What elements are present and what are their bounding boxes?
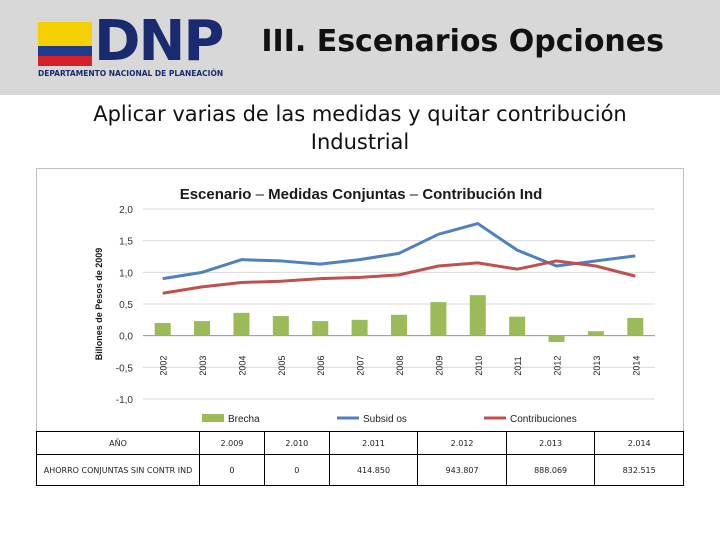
legend-swatch-brecha: [202, 414, 224, 422]
chart-title: Escenario – Medidas Conjuntas – Contribu…: [180, 186, 543, 203]
legend-label: Contribuciones: [510, 414, 577, 425]
bar-brecha-2014: [627, 317, 644, 336]
y-tick-label: -0,5: [116, 363, 134, 374]
x-tick-label: 2003: [198, 356, 208, 376]
bar-brecha-2012: [548, 335, 565, 342]
table-year-cell: 2.009: [199, 431, 265, 455]
table-row: AHORRO CONJUNTAS SIN CONTR IND 0 0 414.8…: [36, 454, 684, 486]
bar-brecha-2013: [587, 331, 604, 336]
y-tick-label: 2,0: [119, 205, 133, 216]
header-bar: DNP DEPARTAMENTO NACIONAL DE PLANEACIÓN …: [0, 0, 720, 95]
y-tick-label: 0,0: [119, 332, 133, 343]
x-tick-label: 2005: [277, 356, 287, 376]
subtitle-line-2: Industrial: [310, 130, 410, 154]
y-tick-label: 1,5: [119, 237, 133, 248]
table-value-cell: 943.807: [417, 454, 507, 486]
x-tick-label: 2011: [513, 356, 523, 375]
bar-brecha-2005: [272, 316, 289, 336]
bar-brecha-2006: [312, 321, 329, 336]
x-tick-label: 2004: [237, 356, 247, 376]
colombia-flag-icon: [38, 22, 92, 66]
y-tick-label: 0,5: [119, 300, 133, 311]
bar-brecha-2007: [351, 319, 368, 336]
bar-brecha-2011: [509, 316, 526, 336]
x-tick-label: 2008: [395, 356, 405, 376]
table-value-cell: 888.069: [505, 454, 596, 486]
table-year-cell: 2.012: [417, 431, 507, 455]
bar-brecha-2008: [391, 314, 407, 336]
savings-table: AÑO 2.009 2.010 2.011 2.012 2.013 2.014 …: [36, 431, 684, 486]
y-tick-label: -1,0: [116, 395, 134, 406]
x-tick-label: 2012: [553, 356, 563, 376]
table-year-cell: 2.011: [328, 431, 419, 455]
table-header-label: AÑO: [36, 431, 200, 455]
line-subsid-os: [162, 222, 636, 281]
chart-frame: Escenario – Medidas Conjuntas – Contribu…: [36, 168, 684, 432]
bar-brecha-2010: [469, 295, 486, 336]
x-tick-label: 2009: [434, 356, 444, 376]
table-year-cell: 2.013: [505, 431, 596, 455]
dnp-logo: DNP: [94, 9, 224, 74]
x-tick-label: 2013: [592, 356, 602, 376]
slide-title: III. Escenarios Opciones: [261, 24, 664, 59]
x-tick-label: 2014: [631, 356, 641, 376]
bar-brecha-2004: [233, 312, 250, 336]
scenario-chart: Escenario – Medidas Conjuntas – Contribu…: [94, 186, 655, 425]
bar-brecha-2009: [430, 302, 447, 336]
subtitle-line-1: Aplicar varias de las medidas y quitar c…: [93, 102, 627, 126]
x-tick-label: 2007: [356, 356, 366, 376]
table-year-cell: 2.010: [263, 431, 330, 455]
slide-subtitle: Aplicar varias de las medidas y quitar c…: [40, 100, 680, 156]
table-year-cell: 2.014: [594, 431, 684, 455]
x-tick-label: 2002: [159, 356, 169, 376]
table-row-label: AHORRO CONJUNTAS SIN CONTR IND: [36, 454, 200, 486]
table-header-row: AÑO 2.009 2.010 2.011 2.012 2.013 2.014: [36, 431, 684, 455]
bar-brecha-2002: [154, 323, 171, 336]
x-tick-label: 2010: [474, 356, 484, 376]
table-value-cell: 414.850: [328, 454, 419, 486]
table-value-cell: 0: [263, 454, 330, 486]
bar-brecha-2003: [194, 321, 211, 336]
dnp-logo-subtitle: DEPARTAMENTO NACIONAL DE PLANEACIÓN: [38, 69, 224, 78]
x-tick-label: 2006: [316, 356, 326, 376]
legend-label: Brecha: [228, 414, 260, 425]
y-tick-label: 1,0: [119, 268, 133, 279]
table-value-cell: 832.515: [594, 454, 684, 486]
legend-label: Subsid os: [363, 414, 407, 425]
table-value-cell: 0: [199, 454, 265, 486]
y-axis-label: Billones de Pesos de 2009: [94, 248, 104, 361]
